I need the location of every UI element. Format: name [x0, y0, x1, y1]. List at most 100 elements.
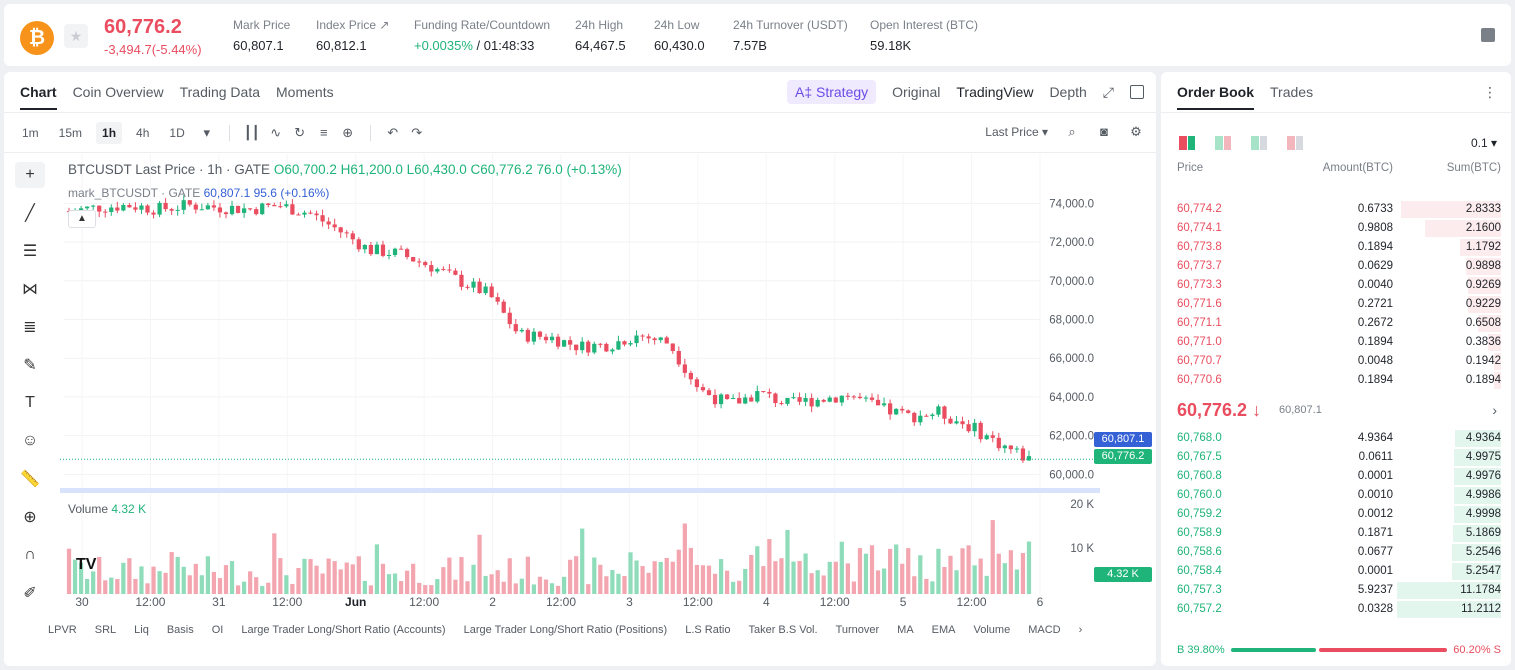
- volume-bar: [459, 557, 464, 594]
- bid-row[interactable]: 60,768.0 4.9364 4.9364: [1177, 429, 1501, 448]
- gear-icon[interactable]: ⚙: [1130, 124, 1142, 139]
- emoji-icon[interactable]: ☺: [21, 432, 39, 449]
- volume-bar: [199, 575, 204, 594]
- volume-bar: [1014, 569, 1020, 594]
- indicators-icon[interactable]: ∿: [270, 125, 282, 140]
- undo-icon[interactable]: ↶: [387, 125, 399, 140]
- ask-row[interactable]: 60,773.3 0.0040 0.9269: [1177, 276, 1501, 295]
- tab-chart[interactable]: Chart: [20, 84, 57, 110]
- ask-row[interactable]: 60,774.1 0.9808 2.1600: [1177, 219, 1501, 238]
- indicator-turnover[interactable]: Turnover: [835, 624, 880, 636]
- text-icon[interactable]: T: [25, 394, 35, 411]
- ask-row[interactable]: 60,773.7 0.0629 0.9898: [1177, 257, 1501, 276]
- favorite-star-button[interactable]: ★: [64, 24, 88, 48]
- tab-moments[interactable]: Moments: [276, 84, 334, 100]
- bid-row[interactable]: 60,758.6 0.0677 5.2546: [1177, 543, 1501, 562]
- expand-icon[interactable]: ⤢: [1102, 83, 1114, 100]
- add-alert-icon[interactable]: ⊕: [342, 125, 354, 140]
- tab-order-book[interactable]: Order Book: [1177, 84, 1255, 110]
- ask-row[interactable]: 60,774.2 0.6733 2.8333: [1177, 200, 1501, 219]
- bid-row[interactable]: 60,759.2 0.0012 4.9998: [1177, 505, 1501, 524]
- candle-type-icon[interactable]: ┃┃: [243, 125, 260, 140]
- indicator-ma[interactable]: MA: [897, 624, 914, 636]
- pattern-icon[interactable]: ⋈: [22, 281, 38, 298]
- compare-icon[interactable]: ↻: [294, 125, 306, 140]
- row-amount: 5.9237: [1357, 584, 1393, 596]
- indicator-lpvr[interactable]: LPVR: [48, 624, 77, 636]
- interval-1h[interactable]: 1h: [96, 122, 123, 144]
- indicator-srl[interactable]: SRL: [94, 624, 117, 636]
- indicator-ls-ratio[interactable]: L.S Ratio: [685, 624, 731, 636]
- redo-icon[interactable]: ↷: [411, 125, 423, 140]
- ask-row[interactable]: 60,771.1 0.2672 0.6508: [1177, 314, 1501, 333]
- indicator-basis[interactable]: Basis: [166, 624, 194, 636]
- ask-row[interactable]: 60,771.0 0.1894 0.3836: [1177, 333, 1501, 352]
- chevron-right-icon[interactable]: ›: [1078, 624, 1083, 636]
- mode-split-icon[interactable]: [1215, 136, 1231, 150]
- indicator-volume[interactable]: Volume: [973, 624, 1011, 636]
- ask-row[interactable]: 60,773.8 0.1894 1.1792: [1177, 238, 1501, 257]
- indicator-taker-bs[interactable]: Taker B.S Vol.: [748, 624, 818, 636]
- caret-down-icon[interactable]: ▾: [203, 125, 210, 140]
- price-chart[interactable]: 74,000.0 72,000.0 70,000.0 68,000.0 66,000.0…: [60, 154, 1100, 614]
- tab-trading-data[interactable]: Trading Data: [179, 84, 261, 100]
- bid-row[interactable]: 60,757.3 5.9237 11.1784: [1177, 581, 1501, 600]
- zoom-in-icon[interactable]: ⊕: [23, 509, 37, 526]
- camera-icon[interactable]: ◙: [1100, 124, 1108, 139]
- interval-15m[interactable]: 15m: [58, 126, 83, 140]
- crosshair-icon[interactable]: +: [15, 162, 45, 188]
- indicator-oi[interactable]: OI: [211, 624, 224, 636]
- indicator-ls-positions[interactable]: Large Trader Long/Short Ratio (Positions…: [463, 624, 668, 636]
- template-icon[interactable]: ≡: [319, 125, 328, 140]
- bid-row[interactable]: 60,758.9 0.1871 5.1869: [1177, 524, 1501, 543]
- tab-original[interactable]: Original: [892, 84, 941, 100]
- row-price: 60,770.6: [1177, 374, 1222, 386]
- candle-body: [779, 403, 784, 405]
- ask-row[interactable]: 60,770.7 0.0048 0.1942: [1177, 352, 1501, 371]
- bid-row[interactable]: 60,760.8 0.0001 4.9976: [1177, 467, 1501, 486]
- tab-tradingview[interactable]: TradingView: [956, 84, 1034, 100]
- indicator-ema[interactable]: EMA: [931, 624, 956, 636]
- indicator-macd[interactable]: MACD: [1028, 624, 1061, 636]
- pencil-icon[interactable]: ✐: [23, 585, 37, 602]
- indicator-ls-accounts[interactable]: Large Trader Long/Short Ratio (Accounts): [241, 624, 446, 636]
- more-icon[interactable]: ⋮: [1483, 84, 1497, 100]
- volume-label: Volume: [68, 502, 109, 516]
- interval-1d[interactable]: 1D: [169, 126, 185, 140]
- interval-1m[interactable]: 1m: [22, 126, 39, 140]
- interval-4h[interactable]: 4h: [136, 126, 150, 140]
- strategy-button[interactable]: A‡ Strategy: [786, 80, 877, 104]
- fullscreen-icon[interactable]: [1130, 85, 1144, 99]
- tab-trades[interactable]: Trades: [1270, 84, 1314, 100]
- volume-bar: [85, 578, 90, 594]
- price-type-select[interactable]: Last Price ▾: [985, 125, 1048, 139]
- indicator-liq[interactable]: Liq: [134, 624, 149, 636]
- bid-row[interactable]: 60,767.5 0.0611 4.9975: [1177, 448, 1501, 467]
- precision-select[interactable]: 0.1 ▾: [1470, 136, 1497, 150]
- volume-bar: [254, 577, 259, 594]
- ask-row[interactable]: 60,770.6 0.1894 0.1894: [1177, 371, 1501, 390]
- ruler-icon[interactable]: 📏: [20, 471, 40, 488]
- volume-bar: [284, 575, 289, 594]
- search-icon[interactable]: ⌕: [1068, 124, 1076, 139]
- trend-line-icon[interactable]: ╱: [25, 205, 35, 222]
- fib-icon[interactable]: ≣: [23, 319, 37, 336]
- tab-coin-overview[interactable]: Coin Overview: [72, 84, 164, 100]
- book-icon[interactable]: [1481, 28, 1495, 42]
- tab-depth[interactable]: Depth: [1049, 84, 1087, 100]
- bid-row[interactable]: 60,758.4 0.0001 5.2547: [1177, 562, 1501, 581]
- collapse-legend-button[interactable]: ▲: [68, 210, 96, 228]
- bid-row[interactable]: 60,757.2 0.0328 11.2112: [1177, 600, 1501, 619]
- brush-icon[interactable]: ✎: [23, 357, 37, 374]
- mode-bids-icon[interactable]: [1251, 136, 1267, 150]
- volume-bar: [115, 579, 120, 594]
- stat-index-price[interactable]: Index Price ↗ 60,812.1: [316, 18, 389, 53]
- horizontal-lines-icon[interactable]: ☰: [22, 243, 38, 260]
- magnet-icon[interactable]: ∩: [24, 546, 36, 563]
- bid-row[interactable]: 60,760.0 0.0010 4.9986: [1177, 486, 1501, 505]
- mode-both-icon[interactable]: [1179, 136, 1195, 150]
- ask-row[interactable]: 60,771.6 0.2721 0.9229: [1177, 295, 1501, 314]
- candle-body: [97, 205, 102, 212]
- chevron-right-icon[interactable]: ›: [1492, 402, 1497, 418]
- mode-asks-icon[interactable]: [1287, 136, 1303, 150]
